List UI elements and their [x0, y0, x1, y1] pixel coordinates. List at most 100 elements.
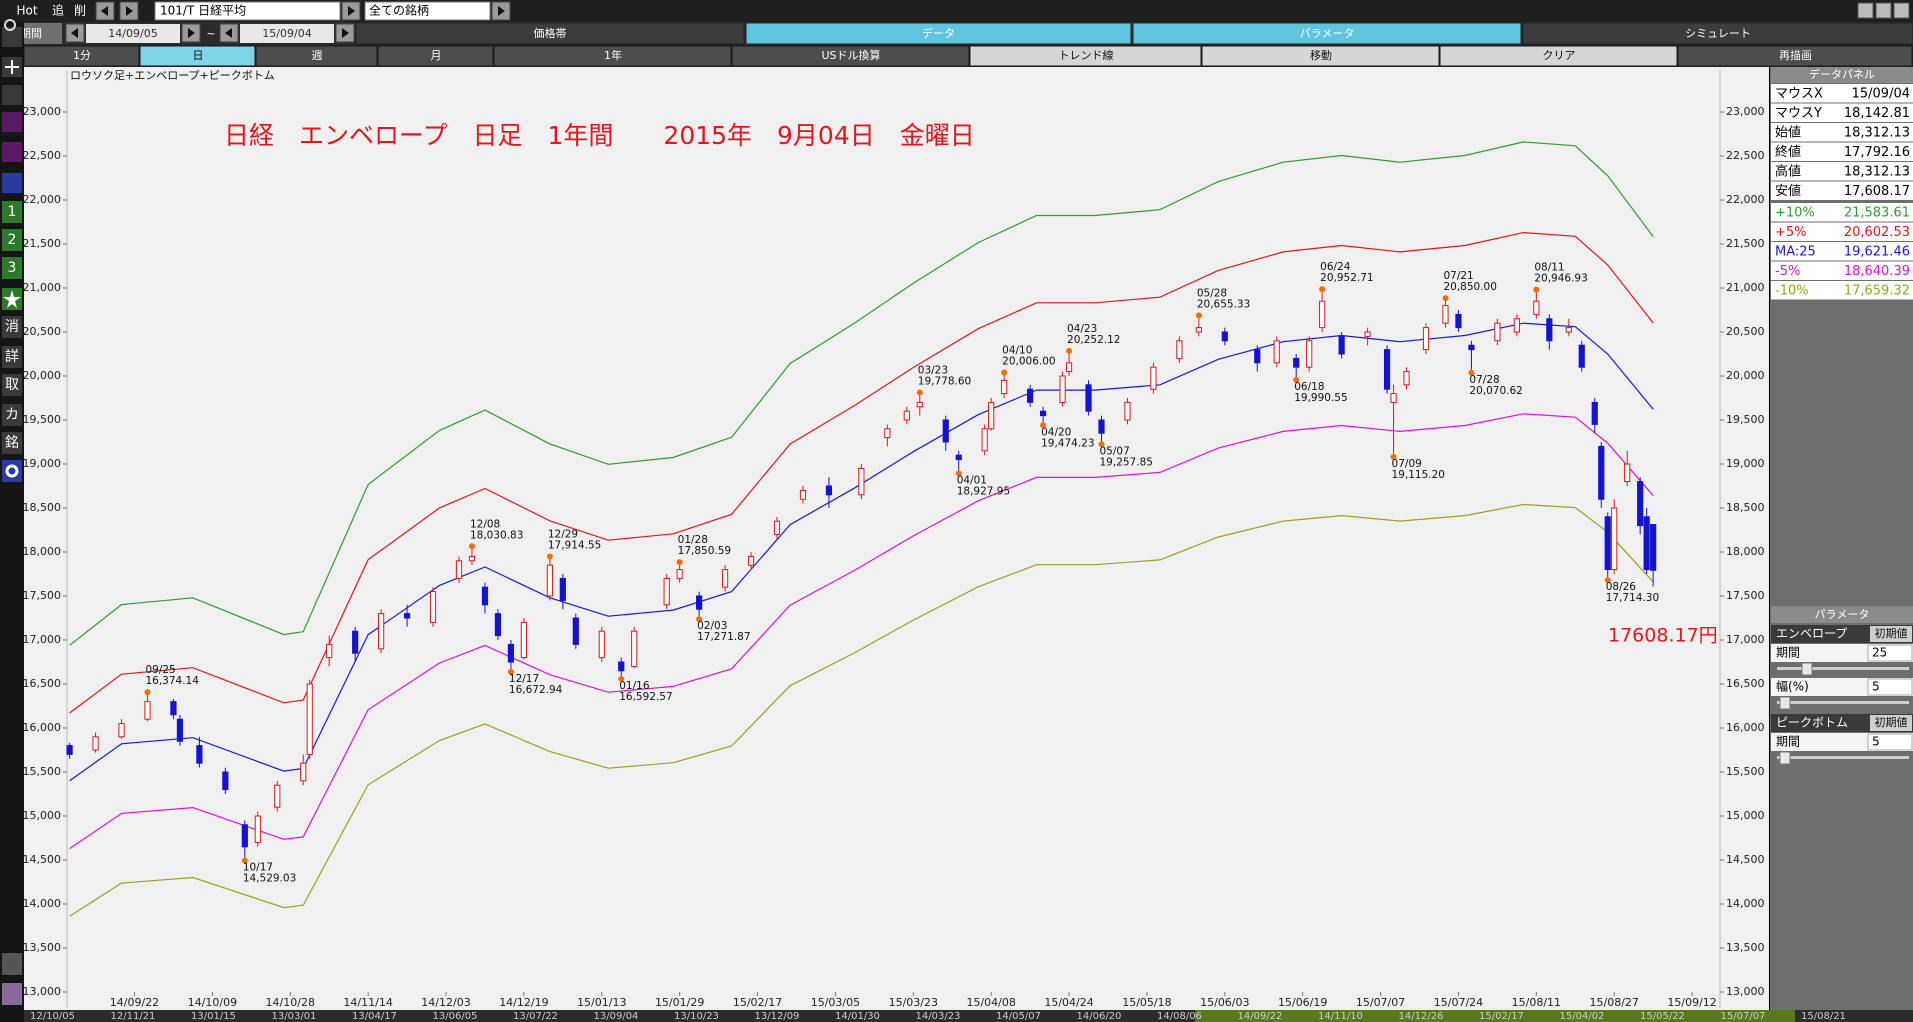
- toolbar-button[interactable]: [969, 45, 1202, 67]
- parameter-input[interactable]: [1867, 644, 1913, 662]
- search-icon-glyph: [4, 19, 16, 31]
- candle-body: [306, 683, 313, 755]
- peak-date: 04/23: [1067, 323, 1097, 335]
- sidebar-icon[interactable]: [2, 346, 22, 368]
- tab-label: パラメータ: [1300, 27, 1355, 40]
- sidebar-icon[interactable]: [2, 460, 22, 482]
- parameter-label: 幅(%): [1776, 679, 1809, 694]
- to-date: 15/09/04: [262, 27, 311, 40]
- sidebar-icon[interactable]: [2, 142, 22, 162]
- slider-track[interactable]: [1777, 667, 1909, 670]
- candle-body: [481, 586, 489, 606]
- window-button[interactable]: [1875, 2, 1892, 19]
- sidebar-icon[interactable]: [2, 404, 22, 426]
- slider-thumb[interactable]: [1779, 751, 1791, 765]
- data-row: [1771, 261, 1913, 280]
- peak-date: 08/26: [1606, 581, 1637, 593]
- add-button: 追: [52, 3, 64, 18]
- peak-marker: [696, 616, 703, 623]
- toolbar-button[interactable]: [1439, 45, 1678, 67]
- gear-icon-glyph: [5, 464, 19, 478]
- y-tick-label: 20,500: [23, 325, 62, 338]
- sidebar-icon[interactable]: [2, 201, 22, 223]
- peak-marker: [1604, 577, 1611, 584]
- y-tick-label: 22,500: [23, 149, 62, 162]
- candle-body: [825, 485, 833, 496]
- toolbar-button[interactable]: [255, 45, 378, 67]
- sidebar-icon[interactable]: [2, 953, 22, 975]
- tab[interactable]: [355, 22, 745, 45]
- sidebar-icon[interactable]: [2, 374, 22, 396]
- toolbar-button[interactable]: [377, 45, 494, 67]
- toolbar-button[interactable]: [139, 45, 256, 67]
- peak-value: 20,946.93: [1534, 273, 1587, 285]
- tab[interactable]: [745, 22, 1132, 45]
- y-tick-label: 21,000: [1726, 281, 1765, 294]
- peak-date: 12/08: [470, 518, 500, 530]
- candle-body: [429, 591, 437, 623]
- symbol-select[interactable]: [154, 1, 341, 21]
- parameter-header: [1771, 606, 1913, 623]
- slider-thumb[interactable]: [1801, 662, 1813, 676]
- x-tick-label: 14/09/22: [110, 996, 159, 1009]
- peak-marker: [1040, 422, 1047, 429]
- parameter-input[interactable]: [1867, 678, 1913, 696]
- candle-body: [274, 784, 281, 808]
- universe-select[interactable]: [364, 1, 491, 21]
- sidebar-icon[interactable]: [2, 229, 22, 251]
- y-tick-label: 19,000: [1726, 457, 1765, 470]
- sidebar-icon[interactable]: [2, 257, 22, 279]
- candle-body: [773, 520, 781, 535]
- data-row: [1771, 84, 1913, 103]
- y-tick-label: 19,500: [1726, 413, 1765, 426]
- x-tick-label: 14/12/19: [499, 996, 548, 1009]
- scrollbar-selection[interactable]: [1195, 1010, 1795, 1022]
- star-icon-glyph: [3, 290, 21, 308]
- slider-track[interactable]: [1777, 756, 1909, 759]
- to-date-input[interactable]: [240, 24, 334, 43]
- peak-marker: [1066, 347, 1073, 354]
- y-tick-label: 18,000: [23, 545, 62, 558]
- from-date: 14/09/05: [108, 27, 157, 40]
- tab[interactable]: [1522, 22, 1913, 45]
- data-row-value: 18,312.13: [1844, 125, 1910, 140]
- peak-marker: [1319, 286, 1326, 293]
- parameter-value: 5: [1872, 735, 1880, 749]
- toolbar-button[interactable]: [1201, 45, 1440, 67]
- tab[interactable]: [1132, 22, 1522, 45]
- peak-value: 17,271.87: [697, 631, 750, 643]
- sidebar-icon[interactable]: [2, 316, 22, 338]
- peak-date: 07/28: [1469, 374, 1499, 386]
- reset-button[interactable]: [1870, 626, 1912, 642]
- toolbar-button[interactable]: [1677, 45, 1913, 67]
- toolbar-button[interactable]: [493, 45, 732, 67]
- toolbar-button-label: 再描画: [1779, 48, 1812, 62]
- sidebar-icon[interactable]: [2, 983, 22, 1005]
- sidebar-icon[interactable]: [2, 173, 22, 193]
- y-tick-label: 13,500: [23, 941, 62, 954]
- toolbar-button[interactable]: [731, 45, 970, 67]
- from-date-input[interactable]: [86, 24, 180, 43]
- sidebar-icon[interactable]: [2, 112, 22, 132]
- sidebar-icon[interactable]: [2, 27, 22, 47]
- scrollbar-date: 14/05/07: [996, 1011, 1041, 1022]
- candle-body: [1604, 516, 1611, 571]
- x-tick-label: 15/04/08: [966, 996, 1015, 1009]
- data-row: [1771, 181, 1913, 200]
- sidebar-icon[interactable]: [2, 432, 22, 454]
- candle-body: [1513, 318, 1520, 333]
- parameter-input[interactable]: [1867, 733, 1913, 751]
- slider-thumb[interactable]: [1779, 696, 1791, 710]
- candle-body: [903, 410, 910, 421]
- window-button[interactable]: [1893, 2, 1910, 19]
- reset-button[interactable]: [1870, 715, 1912, 731]
- window-button[interactable]: [1857, 2, 1874, 19]
- y-tick-label: 17,000: [23, 633, 62, 646]
- peak-date: 06/18: [1294, 381, 1324, 393]
- slider-track[interactable]: [1777, 701, 1909, 704]
- sidebar-icon[interactable]: [2, 85, 22, 105]
- peak-value: 16,374.14: [145, 675, 199, 687]
- data-row-label: 始値: [1775, 124, 1801, 140]
- candle-body: [884, 428, 891, 439]
